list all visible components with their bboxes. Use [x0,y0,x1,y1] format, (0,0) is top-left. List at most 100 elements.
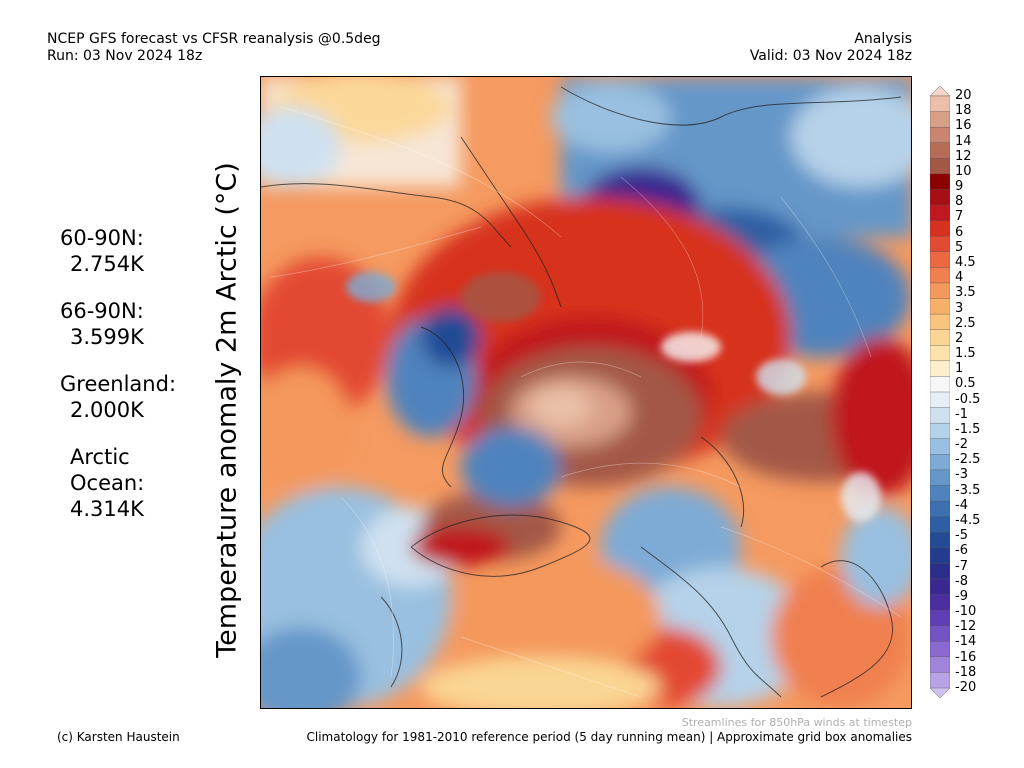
colorbar-tick-label: 20 [955,88,972,103]
stat-arctic-ocean: Arctic Ocean: 4.314K [60,444,176,522]
anomaly-stats: 60-90N: 2.754K 66-90N: 3.599K Greenland:… [60,225,176,543]
colorbar-tick-label: -6 [955,543,968,559]
colorbar-tick-label: -5 [955,528,968,544]
colorbar-tick-label: 18 [955,103,972,119]
colorbar-swatch [930,687,950,698]
colorbar-swatch [930,578,950,596]
colorbar-tick-label: 9 [955,179,964,195]
y-axis-label: Temperature anomaly 2m Arctic (°C) [211,162,243,658]
stat-greenland: Greenland: 2.000K [60,371,176,423]
colorbar-swatch [930,298,950,315]
stat-value: 4.314K [70,497,144,521]
colorbar-swatch [930,313,950,331]
colorbar-tick-label: 3 [955,300,964,316]
colorbar-swatch [930,454,950,471]
stat-name: 60-90N: [60,226,144,250]
colorbar-tick-label: -20 [955,680,977,695]
colorbar-tick-label: -9 [955,588,968,604]
colorbar-tick-label: -16 [955,649,977,665]
colorbar-tick-label: -1 [955,406,968,422]
colorbar-tick-label: 1 [955,361,964,377]
colorbar-swatch [930,609,950,627]
colorbar-tick-label: 6 [955,224,964,240]
colorbar-tick-label: 2 [955,330,964,346]
colorbar-swatch [930,360,950,378]
colorbar-swatch [930,345,950,362]
colorbar-tick-label: -12 [955,619,977,635]
colorbar-swatch [930,625,950,642]
colorbar-tick-label: 12 [955,148,972,164]
colorbar-swatch [930,142,950,160]
mode-label: Analysis [854,31,912,47]
colorbar-tick-label: 5 [955,239,964,255]
stat-66-90n: 66-90N: 3.599K [60,298,176,350]
colorbar-tick-label: 4.5 [955,254,976,270]
stat-value: 2.000K [70,398,144,422]
colorbar-swatch [930,516,950,533]
stat-name-line1: Arctic [70,445,130,469]
header-right: Analysis Valid: 03 Nov 2024 18z [750,31,912,65]
colorbar-tick-label: 7 [955,209,964,225]
credit: (c) Karsten Haustein [57,730,180,744]
colorbar-swatch [930,672,950,689]
anomaly-map [260,76,912,709]
colorbar-swatch [930,236,950,253]
stat-name: Greenland: [60,372,177,396]
colorbar-tick-label: -2.5 [955,452,981,468]
header-left: NCEP GFS forecast vs CFSR reanalysis @0.… [47,31,381,65]
chart-title: NCEP GFS forecast vs CFSR reanalysis @0.… [47,31,381,47]
colorbar-swatch [930,391,950,409]
colorbar-tick-label: -1.5 [955,421,981,437]
colorbar-swatch [930,220,950,237]
colorbar-swatch [930,422,950,440]
colorbar-swatch [930,251,950,269]
colorbar-tick-label: -2 [955,437,968,453]
run-time: Run: 03 Nov 2024 18z [47,48,203,64]
coastlines [261,86,902,698]
colorbar-tick-label: -4.5 [955,513,981,529]
colorbar-swatch [930,641,950,658]
stat-name-line2: Ocean: [70,471,145,495]
colorbar-tick-label: 14 [955,133,972,149]
anomaly-field [261,77,911,708]
colorbar-tick-label: 1.5 [955,346,976,362]
colorbar-tick-label: -14 [955,634,977,650]
colorbar-swatch [930,407,950,424]
wind-streamlines [270,106,902,698]
colorbar-swatch [930,656,950,674]
streamlines-note: Streamlines for 850hPa winds at timestep [681,716,912,729]
colorbar-swatch [930,267,950,284]
colorbar-swatch [930,282,950,300]
colorbar-swatch [930,485,950,502]
colorbar-tick-label: 4 [955,270,964,286]
colorbar-tick-label: 0.5 [955,376,976,392]
colorbar-tick-label: -0.5 [955,391,981,407]
colorbar-swatch [930,376,950,393]
colorbar-tick-label: -10 [955,604,977,620]
colorbar-swatch [930,95,950,113]
colorbar-swatch [930,532,950,549]
colorbar-swatch [930,547,950,565]
stat-value: 3.599K [70,325,144,349]
stat-value: 2.754K [70,252,144,276]
colorbar-swatch [930,111,950,128]
climatology-note: Climatology for 1981-2010 reference peri… [306,730,913,744]
stat-name: 66-90N: [60,299,144,323]
valid-time: Valid: 03 Nov 2024 18z [749,48,912,64]
colorbar-tick-label: 16 [955,118,972,134]
colorbar-tick-label: -18 [955,664,977,680]
colorbar-swatch [930,204,950,222]
colorbar-swatch [930,438,950,456]
colorbar [930,86,950,698]
colorbar-tick-label: 2.5 [955,315,976,331]
colorbar-swatch [930,594,950,611]
colorbar-tick-label: -3.5 [955,482,981,498]
colorbar-swatch [930,469,950,487]
colorbar-swatch [930,563,950,580]
colorbar-swatch [930,500,950,518]
colorbar-tick-label: 3.5 [955,285,976,301]
colorbar-swatch [930,173,950,191]
colorbar-swatch [930,86,950,97]
colorbar-tick-label: 8 [955,194,964,210]
colorbar-swatch [930,329,950,346]
